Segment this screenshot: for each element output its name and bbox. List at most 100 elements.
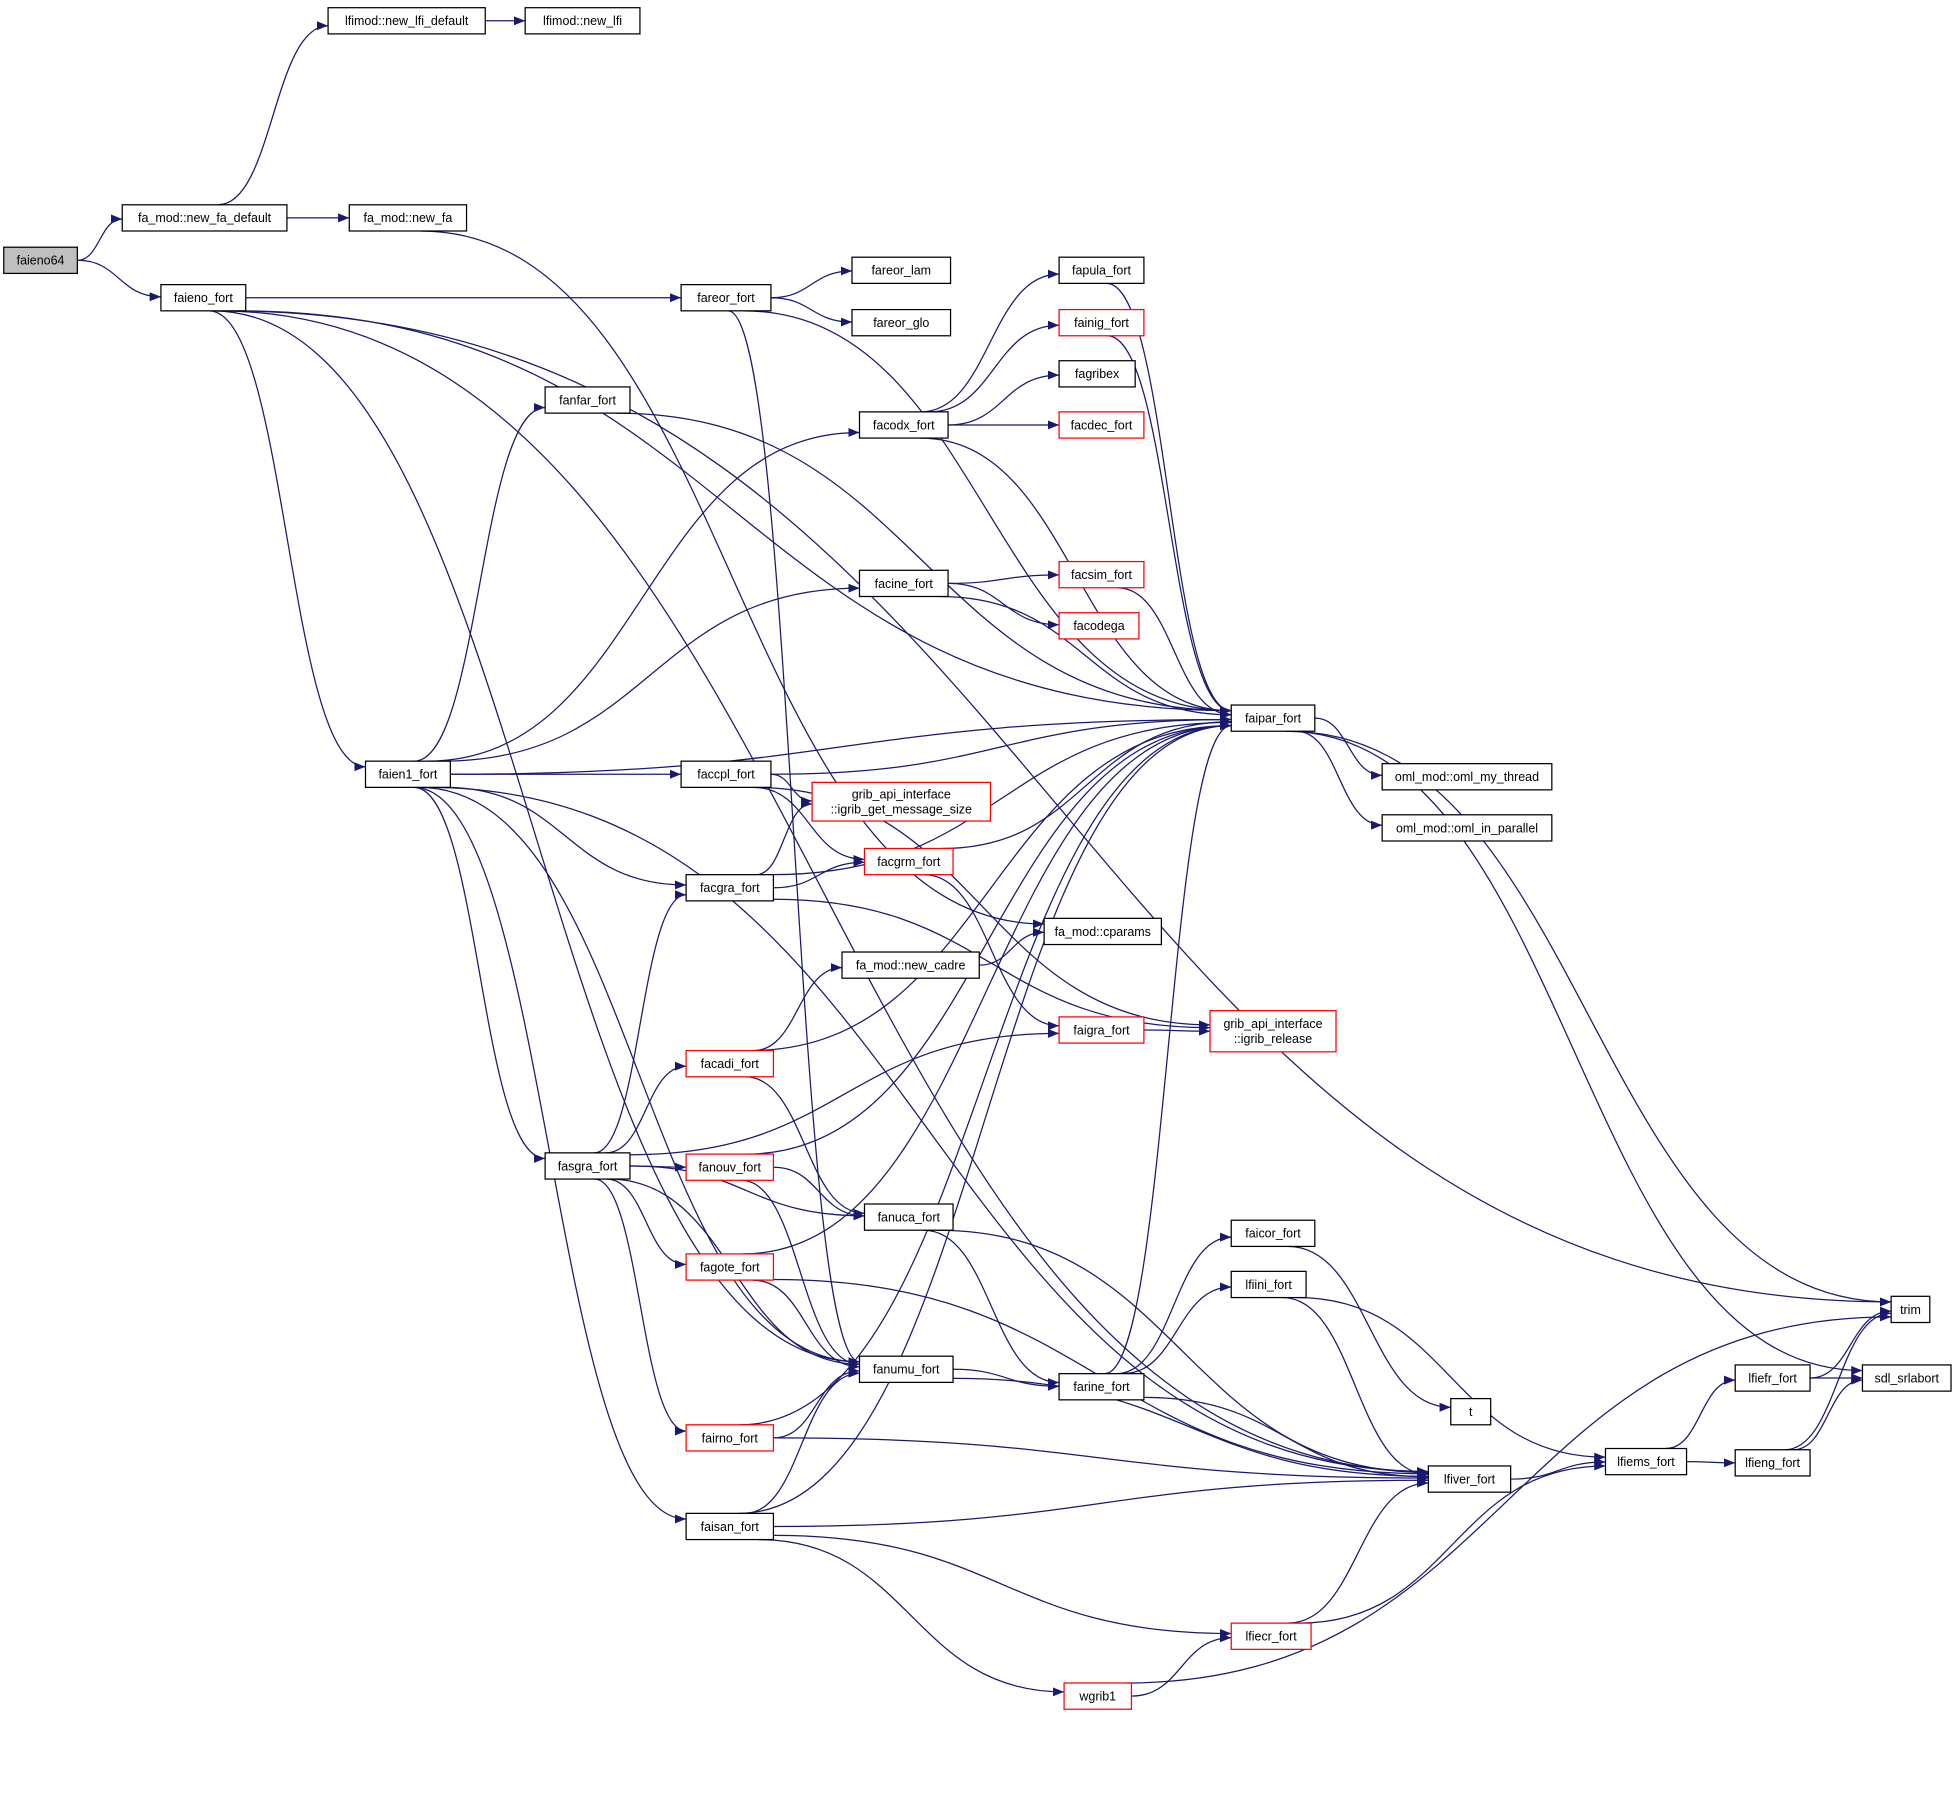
edge-faieno-fort-to-trim (225, 310, 1892, 1307)
node-new-cadre[interactable]: fa_mod::new_cadre (841, 951, 980, 979)
node-fairno-fort[interactable]: fairno_fort (685, 1424, 775, 1452)
node-box (1043, 917, 1162, 946)
edge-fagote-fort-to-fanumu-fort (752, 1279, 860, 1372)
node-faieno-fort[interactable]: faieno_fort (160, 284, 247, 312)
node-faien1-fort[interactable]: faien1_fort (364, 760, 451, 788)
node-label: fapula_fort (1072, 264, 1131, 278)
node-box (1230, 1219, 1316, 1248)
edge-fasgra-fort-to-faigra-fort (629, 1028, 1060, 1156)
node-faipar-fort[interactable]: faipar_fort (1230, 704, 1316, 732)
node-facadi-fort[interactable]: facadi_fort (685, 1049, 775, 1078)
node-fareor-fort[interactable]: fareor_fort (680, 284, 772, 312)
node-fainig-fort[interactable]: fainig_fort (1058, 308, 1145, 337)
node-faccpl-fort[interactable]: faccpl_fort (680, 760, 772, 788)
node-lfiecr-fort[interactable]: lfiecr_fort (1230, 1622, 1312, 1650)
node-box (858, 1355, 954, 1384)
edge-facgra-fort-to-facgrm-fort (773, 857, 865, 889)
node-new-fa[interactable]: fa_mod::new_fa (348, 204, 468, 232)
edge-faien1-fort-to-faipar-fort (450, 715, 1232, 775)
node-label: trim (1900, 1303, 1921, 1317)
node-fanfar-fort[interactable]: fanfar_fort (544, 386, 631, 414)
node-farine-fort[interactable]: farine_fort (1058, 1373, 1145, 1401)
node-box (863, 847, 954, 876)
node-sdl-srlabort[interactable]: sdl_srlabort (1861, 1364, 1952, 1392)
edge-lfiini-fort-to-lfiver-fort (1282, 1296, 1429, 1479)
node-label: fagribex (1075, 367, 1120, 381)
node-box (1063, 1682, 1133, 1710)
edge-lfiecr-fort-to-lfiems-fort (1299, 1461, 1606, 1624)
node-label: fanuca_fort (878, 1210, 941, 1224)
node-facine-fort[interactable]: facine_fort (858, 569, 949, 598)
node-box (1734, 1449, 1811, 1477)
node-lfiver-fort[interactable]: lfiver_fort (1427, 1465, 1512, 1493)
node-fasgra-fort[interactable]: fasgra_fort (544, 1152, 631, 1180)
node-fagote-fort[interactable]: fagote_fort (685, 1253, 775, 1281)
node-label: oml_mod::oml_in_parallel (1396, 821, 1538, 835)
node-faigra-fort[interactable]: faigra_fort (1058, 1016, 1145, 1044)
node-lfieng-fort[interactable]: lfieng_fort (1734, 1449, 1811, 1477)
node-label: t (1469, 1405, 1473, 1419)
edge-fainig-fort-to-faipar-fort (1107, 335, 1232, 716)
node-facgra-fort[interactable]: facgra_fort (685, 874, 775, 902)
node-lfiefr-fort[interactable]: lfiefr_fort (1734, 1364, 1811, 1392)
edge-fareor-fort-to-fanumu-fort (728, 310, 860, 1367)
node-facodega[interactable]: facodega (1058, 612, 1140, 640)
node-new-lfi-default[interactable]: lfimod::new_lfi_default (327, 7, 486, 35)
edge-facadi-fort-to-faipar-fort (750, 721, 1232, 1052)
node-label: fa_mod::new_fa_default (138, 211, 272, 225)
node-fareor-glo[interactable]: fareor_glo (851, 308, 952, 337)
edge-faipar-fort-to-oml-in-parallel (1296, 730, 1383, 830)
node-label: fareor_glo (873, 316, 929, 330)
edge-farine-fort-to-faipar-fort (1104, 721, 1232, 1375)
edge-faien1-fort-to-facine-fort (441, 583, 860, 762)
node-label: lfiefr_fort (1748, 1371, 1797, 1385)
node-fanouv-fort[interactable]: fanouv_fort (685, 1153, 775, 1181)
node-faisan-fort[interactable]: faisan_fort (685, 1512, 775, 1541)
node-new-lfi[interactable]: lfimod::new_lfi (524, 7, 641, 35)
edge-faisan-fort-to-lfiver-fort (773, 1475, 1429, 1528)
node-oml-my-thread[interactable]: oml_mod::oml_my_thread (1381, 763, 1553, 791)
edge-fanouv-fort-to-fanuca-fort (773, 1166, 865, 1221)
node-label: lfimod::new_lfi (543, 14, 622, 28)
edge-facodx-fort-to-fapula-fort (920, 269, 1060, 413)
node-fanumu-fort[interactable]: fanumu_fort (858, 1355, 954, 1384)
edge-lfieng-fort-to-trim (1784, 1308, 1892, 1451)
node-fanuca-fort[interactable]: fanuca_fort (863, 1203, 954, 1231)
edge-farine-fort-to-lfiver-fort (1143, 1396, 1429, 1482)
node-fareor-lam[interactable]: fareor_lam (851, 256, 952, 285)
node-box (858, 569, 949, 598)
edge-facgrm-fort-to-faigra-fort (923, 874, 1060, 1031)
node-box (811, 781, 992, 822)
node-box (1230, 1270, 1307, 1299)
edge-faigra-fort-to-igrib-release (1143, 1026, 1211, 1036)
node-fagribex[interactable]: fagribex (1058, 360, 1136, 388)
node-fapula-fort[interactable]: fapula_fort (1058, 256, 1145, 285)
node-igrib-release[interactable]: grib_api_interface::igrib_release (1209, 1010, 1337, 1053)
node-facdec-fort[interactable]: facdec_fort (1058, 411, 1145, 439)
node-label: fasgra_fort (558, 1159, 618, 1173)
node-lfiems-fort[interactable]: lfiems_fort (1604, 1447, 1688, 1476)
node-box (863, 1203, 954, 1231)
node-new-fa-default[interactable]: fa_mod::new_fa_default (121, 204, 288, 232)
node-box (1058, 1016, 1145, 1044)
node-box (1450, 1397, 1492, 1426)
node-igrib-get-message-size[interactable]: grib_api_interface::igrib_get_message_si… (811, 781, 992, 822)
node-cparams[interactable]: fa_mod::cparams (1043, 917, 1162, 946)
node-box (1058, 308, 1145, 337)
node-trim[interactable]: trim (1890, 1295, 1931, 1324)
node-facodx-fort[interactable]: facodx_fort (858, 411, 949, 439)
node-facsim-fort[interactable]: facsim_fort (1058, 560, 1145, 589)
node-box (1890, 1295, 1931, 1324)
node-faieno64[interactable]: faieno64 (3, 246, 78, 275)
edge-facsim-fort-to-faipar-fort (1117, 587, 1232, 719)
node-facgrm-fort[interactable]: facgrm_fort (863, 847, 954, 876)
node-lfiini-fort[interactable]: lfiini_fort (1230, 1270, 1307, 1299)
node-label: fa_mod::new_fa (364, 211, 453, 225)
node-t[interactable]: t (1450, 1397, 1492, 1426)
node-label: sdl_srlabort (1874, 1371, 1939, 1385)
node-oml-in-parallel[interactable]: oml_mod::oml_in_parallel (1381, 814, 1553, 842)
node-wgrib1[interactable]: wgrib1 (1063, 1682, 1133, 1710)
node-box (1230, 704, 1316, 732)
node-label: lfiecr_fort (1246, 1630, 1298, 1644)
node-faicor-fort[interactable]: faicor_fort (1230, 1219, 1316, 1248)
